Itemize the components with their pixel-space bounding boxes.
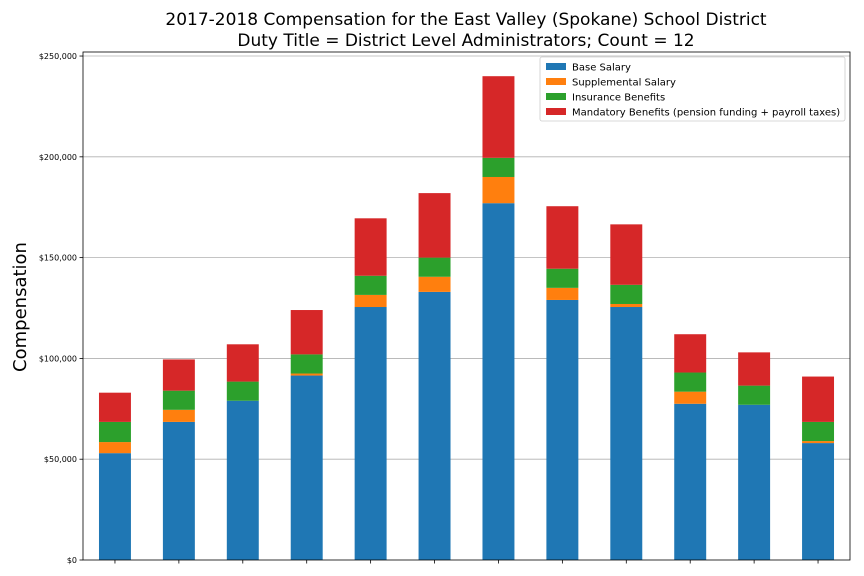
legend-box: [539, 56, 846, 122]
legend-swatch: [546, 78, 566, 85]
y-tick-label: $250,000: [39, 52, 77, 61]
y-tick-label: $0: [67, 556, 77, 565]
axis-ticks: $0 $50,000 $100,000 $150,000 $200,000 $250,00…: [39, 52, 819, 565]
bar-segment-1: [674, 403, 707, 560]
bar-segment-1: [482, 203, 515, 560]
bar-segment-3: [290, 354, 323, 374]
bar-segment-1: [354, 307, 387, 560]
bar-segment-3: [546, 268, 579, 288]
bar-segment-3: [418, 257, 451, 277]
bar-segment-1: [802, 443, 835, 560]
bar-segment-4: [802, 376, 835, 422]
chart-title-line-1: 2017-2018 Compensation for the East Vall…: [165, 10, 767, 30]
bar-segment-1: [610, 307, 643, 560]
bar-segment-4: [738, 352, 771, 386]
bar-segment-1: [418, 291, 451, 560]
bar-segment-2: [418, 276, 451, 292]
bar-segment-4: [162, 359, 195, 391]
legend-label: Mandatory Benefits (pension funding + pa…: [572, 108, 840, 119]
bar-segment-3: [610, 284, 643, 304]
bar-segment-2: [162, 409, 195, 422]
bar-segment-4: [482, 76, 515, 158]
bar-segment-3: [738, 385, 771, 405]
bar-segment-2: [98, 442, 131, 454]
bar-segment-3: [674, 372, 707, 392]
legend-swatch: [546, 63, 566, 70]
bar-segment-1: [98, 453, 131, 560]
legend-label: Supplemental Salary: [572, 78, 676, 89]
bar-segment-3: [802, 421, 835, 442]
bars: [98, 76, 835, 560]
bar-segment-4: [546, 206, 579, 269]
legend-swatch: [546, 93, 566, 100]
bar-segment-3: [162, 390, 195, 410]
bar-segment-4: [674, 334, 707, 373]
y-axis-label: Compensation: [10, 242, 31, 372]
bar-segment-2: [354, 294, 387, 308]
bar-segment-4: [98, 392, 131, 422]
bar-segment-4: [226, 344, 259, 382]
bar-segment-1: [738, 404, 771, 560]
grid-lines: [83, 55, 850, 460]
bar-segment-2: [802, 441, 835, 444]
legend-label: Base Salary: [572, 63, 631, 74]
legend: Base Salary Supplemental Salary Insurance …: [539, 56, 846, 122]
chart-title-line-2: Duty Title = District Level Administrato…: [237, 31, 694, 51]
bar-segment-3: [98, 421, 131, 443]
plot-frame: [82, 51, 851, 561]
bar-segment-2: [674, 391, 707, 404]
y-tick-label: $50,000: [44, 455, 77, 464]
bar-segment-4: [418, 193, 451, 258]
bar-segment-2: [482, 176, 515, 204]
bar-segment-4: [290, 310, 323, 355]
bar-segment-2: [610, 303, 643, 308]
bar-segment-2: [546, 287, 579, 300]
bar-segment-4: [354, 218, 387, 276]
bar-segment-1: [226, 400, 259, 560]
y-tick-label: $100,000: [39, 354, 77, 363]
legend-swatch: [546, 108, 566, 115]
bar-segment-2: [290, 373, 323, 376]
bar-segment-1: [162, 421, 195, 560]
bar-segment-3: [226, 381, 259, 401]
bar-segment-1: [290, 375, 323, 560]
bar-segment-1: [546, 299, 579, 560]
legend-label: Insurance Benefits: [572, 93, 665, 104]
bar-segment-3: [354, 275, 387, 295]
bar-segment-4: [610, 224, 643, 285]
y-tick-label: $150,000: [39, 254, 77, 263]
y-tick-label: $200,000: [39, 153, 77, 162]
bar-segment-3: [482, 157, 515, 177]
